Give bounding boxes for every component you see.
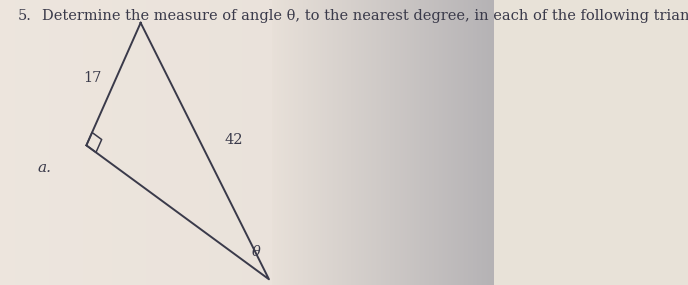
Text: Determine the measure of angle θ, to the nearest degree, in each of the followin: Determine the measure of angle θ, to the… xyxy=(42,9,688,23)
Text: θ: θ xyxy=(252,245,261,259)
Text: 42: 42 xyxy=(224,133,243,147)
Text: 17: 17 xyxy=(83,71,101,86)
Text: a.: a. xyxy=(37,161,51,175)
Text: 5.: 5. xyxy=(17,9,31,23)
